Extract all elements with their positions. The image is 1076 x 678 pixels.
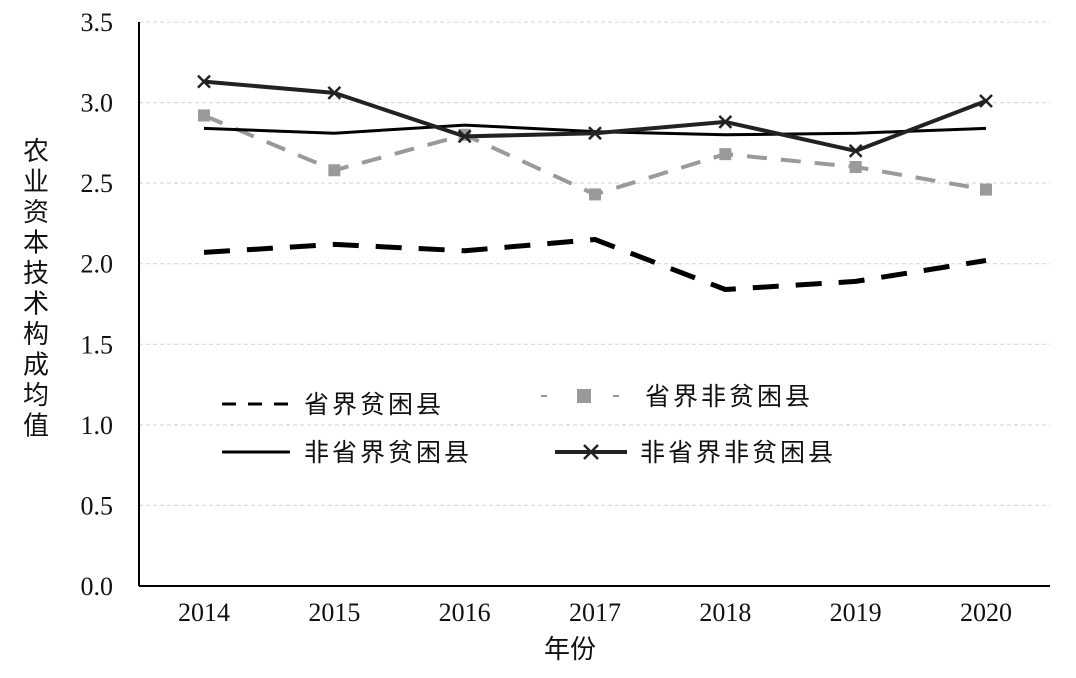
x-tick-label: 2017 bbox=[569, 598, 621, 627]
x-axis-title: 年份 bbox=[544, 635, 596, 665]
y-axis-title-char: 成 bbox=[23, 351, 49, 381]
y-axis-title-char: 术 bbox=[23, 290, 49, 320]
legend-entry: 非省界贫困县 bbox=[222, 438, 472, 467]
series-marker-square bbox=[577, 389, 591, 403]
legend-entry: 非省界非贫困县 bbox=[555, 438, 836, 467]
y-tick-label: 2.0 bbox=[81, 250, 114, 279]
series-marker-square bbox=[980, 183, 992, 196]
y-tick-label: 1.0 bbox=[81, 411, 114, 440]
series-marker-x-stroke bbox=[327, 86, 342, 100]
series-marker-x-stroke bbox=[457, 129, 472, 144]
x-tick-label: 2020 bbox=[960, 598, 1012, 627]
series-1 bbox=[203, 237, 987, 292]
y-axis-title-char: 值 bbox=[23, 412, 49, 442]
series-line bbox=[203, 237, 987, 292]
y-tick-label: 1.5 bbox=[81, 330, 114, 359]
legend-entry: 省界贫困县 bbox=[222, 390, 444, 419]
series-marker-x-stroke bbox=[848, 144, 863, 158]
series-marker-x bbox=[588, 126, 602, 141]
series-marker-x bbox=[848, 144, 863, 158]
x-tick-label: 2018 bbox=[699, 598, 751, 627]
series-2 bbox=[198, 109, 992, 201]
series-4 bbox=[197, 74, 993, 158]
legend-label: 省界非贫困县 bbox=[645, 382, 813, 411]
y-axis-title-char: 农 bbox=[23, 137, 49, 167]
x-tick-label: 2019 bbox=[830, 598, 882, 627]
series-marker-x-stroke bbox=[588, 126, 602, 141]
series-marker-x-stroke bbox=[197, 74, 211, 89]
series-marker-square bbox=[589, 188, 601, 201]
series-marker-square bbox=[849, 161, 862, 174]
series-marker-x-stroke bbox=[718, 115, 733, 129]
y-tick-labels: 0.0 0.5 1.0 1.5 2.0 2.5 3.0 3.5 bbox=[81, 8, 114, 601]
y-axis-title-char: 业 bbox=[23, 168, 49, 198]
series-marker-x bbox=[718, 115, 733, 129]
y-axis-title-char: 均 bbox=[23, 381, 49, 411]
series-marker-x bbox=[327, 86, 342, 100]
y-tick-label: 0.5 bbox=[81, 491, 114, 520]
series-marker-x bbox=[583, 444, 599, 460]
series-marker-x bbox=[457, 129, 472, 144]
y-tick-label: 2.5 bbox=[81, 169, 114, 198]
series-marker-x bbox=[197, 74, 211, 89]
y-axis-title-char: 本 bbox=[23, 229, 49, 259]
y-axis-title: 农业资本技术构成均值 bbox=[23, 137, 49, 442]
series-marker-x-stroke bbox=[979, 94, 993, 108]
x-tick-label: 2016 bbox=[439, 598, 491, 627]
series-marker-square bbox=[198, 109, 210, 122]
y-tick-label: 3.5 bbox=[81, 8, 114, 37]
legend-entry: 省界非贫困县 bbox=[541, 382, 813, 411]
y-axis-title-char: 技 bbox=[23, 259, 49, 289]
series-group bbox=[197, 74, 993, 292]
legend-label: 非省界非贫困县 bbox=[640, 438, 836, 467]
series-marker-x bbox=[979, 94, 993, 108]
series-marker-square bbox=[719, 148, 732, 161]
series-line bbox=[203, 79, 987, 153]
series-line bbox=[203, 113, 987, 197]
x-tick-label: 2015 bbox=[308, 598, 360, 627]
y-tick-label: 0.0 bbox=[81, 572, 114, 601]
y-axis-title-char: 资 bbox=[23, 198, 49, 228]
series-marker-x-stroke bbox=[583, 444, 599, 460]
gridlines bbox=[139, 21, 1050, 506]
y-tick-label: 3.0 bbox=[81, 89, 114, 118]
legend-label: 非省界贫困县 bbox=[304, 438, 472, 467]
x-tick-labels: 2014 2015 2016 2017 2018 2019 2020 bbox=[178, 598, 1012, 627]
series-marker-square bbox=[328, 164, 341, 177]
y-axis-title-char: 构 bbox=[23, 320, 49, 350]
legend-label: 省界贫困县 bbox=[304, 390, 444, 419]
x-tick-label: 2014 bbox=[178, 598, 230, 627]
